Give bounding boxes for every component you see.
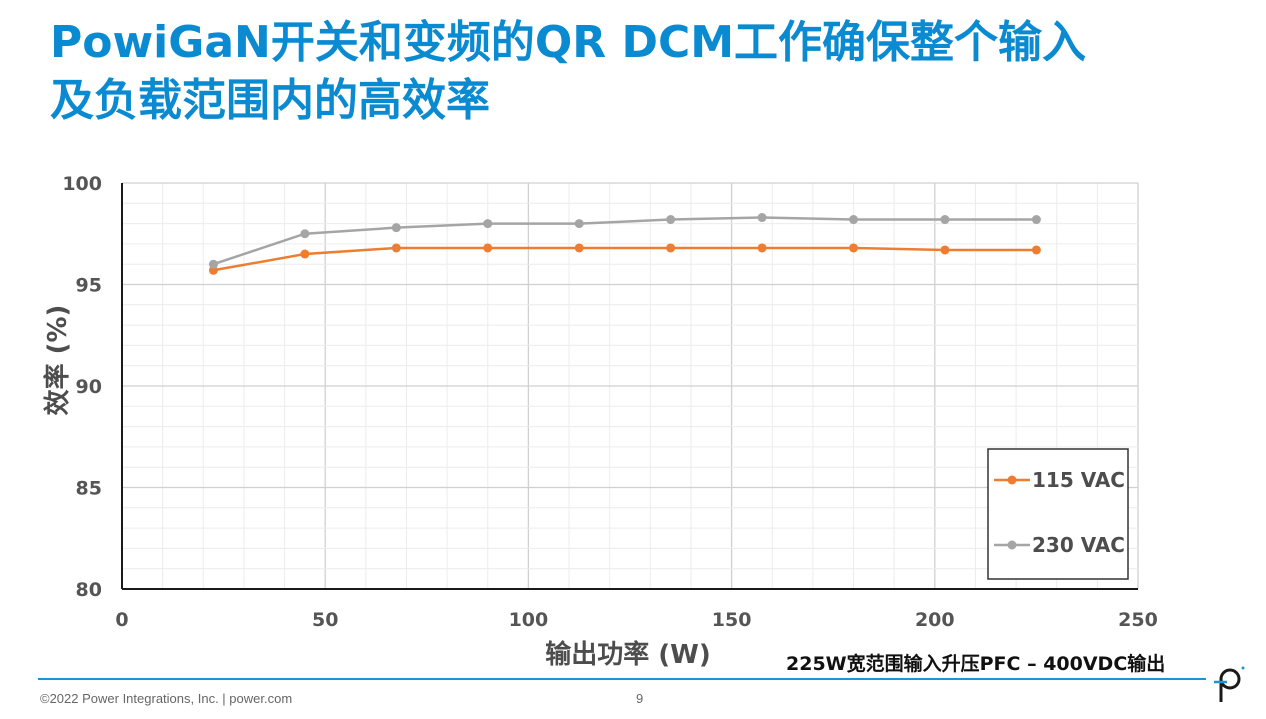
data-point [757,243,767,253]
x-tick-label: 100 [509,609,549,631]
y-tick-label: 90 [76,376,102,398]
data-point [940,215,950,225]
chart-legend: 115 VAC 230 VAC [987,448,1129,580]
y-axis-title: 效率 (%) [42,305,73,416]
data-point [391,243,401,253]
data-point [300,249,310,259]
data-point [849,215,859,225]
footer-divider [38,678,1206,680]
y-tick-label: 85 [76,478,102,500]
page-number: 9 [636,691,644,706]
series-line [213,246,1037,272]
power-integrations-logo-icon [1214,666,1245,702]
data-point [940,245,950,255]
data-point [666,215,676,225]
title-line-1: PowiGaN开关和变频的QR DCM工作确保整个输入 [50,17,1087,68]
title-line-2: 及负载范围内的高效率 [50,75,490,126]
data-point [391,223,401,233]
data-point [1031,215,1041,225]
data-point [300,229,310,239]
legend-label: 230 VAC [1032,533,1125,557]
legend-items: 115 VAC 230 VAC [994,468,1125,557]
chart-series [208,213,1041,275]
data-point [574,219,584,229]
data-point [849,243,859,253]
x-tick-label: 0 [115,609,128,631]
data-point [574,243,584,253]
legend-swatch-marker [1007,475,1017,485]
series-0 [208,243,1041,275]
data-point [757,213,767,223]
series-1 [208,213,1041,269]
data-point [666,243,676,253]
legend-box [987,448,1129,580]
slide-title: PowiGaN开关和变频的QR DCM工作确保整个输入 及负载范围内的高效率 [50,14,1240,130]
data-point [483,219,493,229]
y-tick-label: 100 [62,173,102,195]
x-tick-label: 50 [312,609,338,631]
legend-label: 115 VAC [1032,468,1125,492]
x-tick-label: 200 [915,609,955,631]
x-axis-title: 输出功率 (W) [545,639,711,670]
x-tick-label: 250 [1118,609,1158,631]
data-point [208,259,218,269]
y-tick-label: 80 [76,579,102,601]
x-tick-label: 150 [712,609,752,631]
series-line [213,216,1037,266]
legend-swatch-marker [1007,540,1017,550]
footer-copyright: ©2022 Power Integrations, Inc. | power.c… [40,691,293,706]
data-point [483,243,493,253]
chart-axes [121,183,1138,590]
chart-tick-labels: 0 50 100 150 200 250 80 85 90 95 100 [62,173,1158,631]
slide-subtitle: 225W宽范围输入升压PFC – 400VDC输出 [786,653,1166,675]
y-tick-label: 95 [76,275,102,297]
chart-gridlines [121,182,1139,590]
data-point [1031,245,1041,255]
